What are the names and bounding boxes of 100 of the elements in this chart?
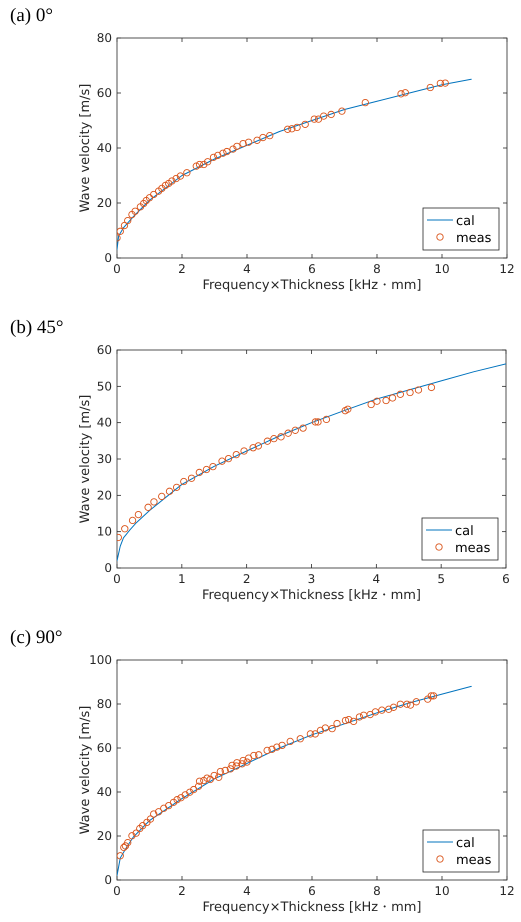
x-tick-label: 0 xyxy=(113,262,121,276)
point xyxy=(229,145,237,153)
point xyxy=(180,478,188,486)
point xyxy=(244,138,252,146)
point xyxy=(188,474,196,482)
point xyxy=(210,154,218,161)
y-axis-title: Wave velocity [m/s] xyxy=(78,394,93,524)
point xyxy=(144,504,152,511)
point xyxy=(196,160,204,168)
point xyxy=(270,435,278,442)
point xyxy=(292,426,299,434)
y-axis-title: Wave velocity [m/s] xyxy=(78,706,93,834)
point xyxy=(250,444,257,452)
point xyxy=(406,388,414,396)
x-tick-label: 2 xyxy=(178,884,186,898)
point xyxy=(402,89,409,96)
point xyxy=(202,466,210,474)
x-tick-label: 8 xyxy=(373,884,381,898)
point xyxy=(362,98,369,106)
point xyxy=(259,134,267,142)
point xyxy=(314,115,322,123)
point xyxy=(196,468,203,476)
point xyxy=(397,90,405,98)
point xyxy=(338,108,346,115)
point xyxy=(254,442,262,450)
y-tick-label: 10 xyxy=(96,524,112,539)
point xyxy=(128,210,136,218)
point xyxy=(382,396,390,404)
x-tick-label: 8 xyxy=(373,262,381,276)
legend-label: cal xyxy=(455,524,474,539)
legend-label: meas xyxy=(456,231,492,246)
point xyxy=(172,484,180,491)
chart-title: (c) 90° xyxy=(10,627,62,648)
point xyxy=(284,430,292,437)
x-tick-label: 6 xyxy=(308,884,316,898)
point xyxy=(117,228,124,235)
x-tick-label: 12 xyxy=(499,262,515,276)
y-tick-label: 60 xyxy=(96,86,112,100)
point xyxy=(124,216,132,224)
x-tick-label: 12 xyxy=(499,884,515,898)
point xyxy=(162,182,170,190)
x-tick-label: 1 xyxy=(178,572,186,586)
legend-label: cal xyxy=(456,836,475,851)
chart-title: (a) 0° xyxy=(10,5,53,26)
point xyxy=(154,188,162,195)
x-tick-label: 4 xyxy=(243,884,251,898)
y-axis-title: Wave velocity [m/s] xyxy=(78,84,93,212)
point xyxy=(140,200,148,208)
y-tick-label: 50 xyxy=(96,379,112,394)
point xyxy=(168,177,176,185)
point xyxy=(233,142,241,150)
x-tick-label: 2 xyxy=(242,572,250,586)
point xyxy=(320,112,328,120)
x-tick-label: 4 xyxy=(372,572,380,586)
point xyxy=(120,222,128,230)
point xyxy=(128,516,136,524)
point xyxy=(224,454,232,462)
y-tick-label: 0 xyxy=(104,251,112,265)
point xyxy=(442,79,449,87)
x-axis-title: Frequency×Thickness [kHz・mm] xyxy=(202,588,422,603)
point xyxy=(209,462,217,470)
point xyxy=(293,124,301,132)
point xyxy=(344,406,352,413)
point xyxy=(214,152,222,160)
y-tick-label: 20 xyxy=(96,829,112,843)
point xyxy=(218,458,226,465)
x-axis-title: Frequency×Thickness [kHz・mm] xyxy=(202,900,422,915)
point xyxy=(277,433,285,440)
x-tick-label: 0 xyxy=(113,884,121,898)
point xyxy=(150,498,158,506)
point xyxy=(367,400,375,408)
point xyxy=(223,148,230,156)
y-tick-label: 0 xyxy=(104,561,112,575)
x-tick-label: 6 xyxy=(502,572,510,586)
point xyxy=(314,418,322,426)
point xyxy=(240,447,248,455)
x-tick-label: 10 xyxy=(434,262,450,276)
point xyxy=(176,172,184,180)
point xyxy=(396,390,404,398)
point xyxy=(310,115,318,123)
point xyxy=(253,136,261,144)
point xyxy=(172,174,180,182)
point xyxy=(204,158,212,166)
point xyxy=(146,194,154,202)
point xyxy=(342,407,349,414)
point xyxy=(436,80,444,88)
point xyxy=(373,398,381,405)
legend-label: meas xyxy=(456,853,492,868)
point xyxy=(132,208,139,215)
point xyxy=(302,120,309,128)
y-tick-label: 60 xyxy=(96,741,112,755)
y-tick-label: 60 xyxy=(96,343,112,357)
point xyxy=(134,510,142,518)
x-axis-title: Frequency×Thickness [kHz・mm] xyxy=(202,278,422,293)
point xyxy=(158,184,166,192)
x-tick-label: 0 xyxy=(113,572,121,586)
y-tick-label: 30 xyxy=(96,452,112,466)
point xyxy=(158,492,166,500)
point xyxy=(166,488,174,495)
point xyxy=(322,416,330,424)
